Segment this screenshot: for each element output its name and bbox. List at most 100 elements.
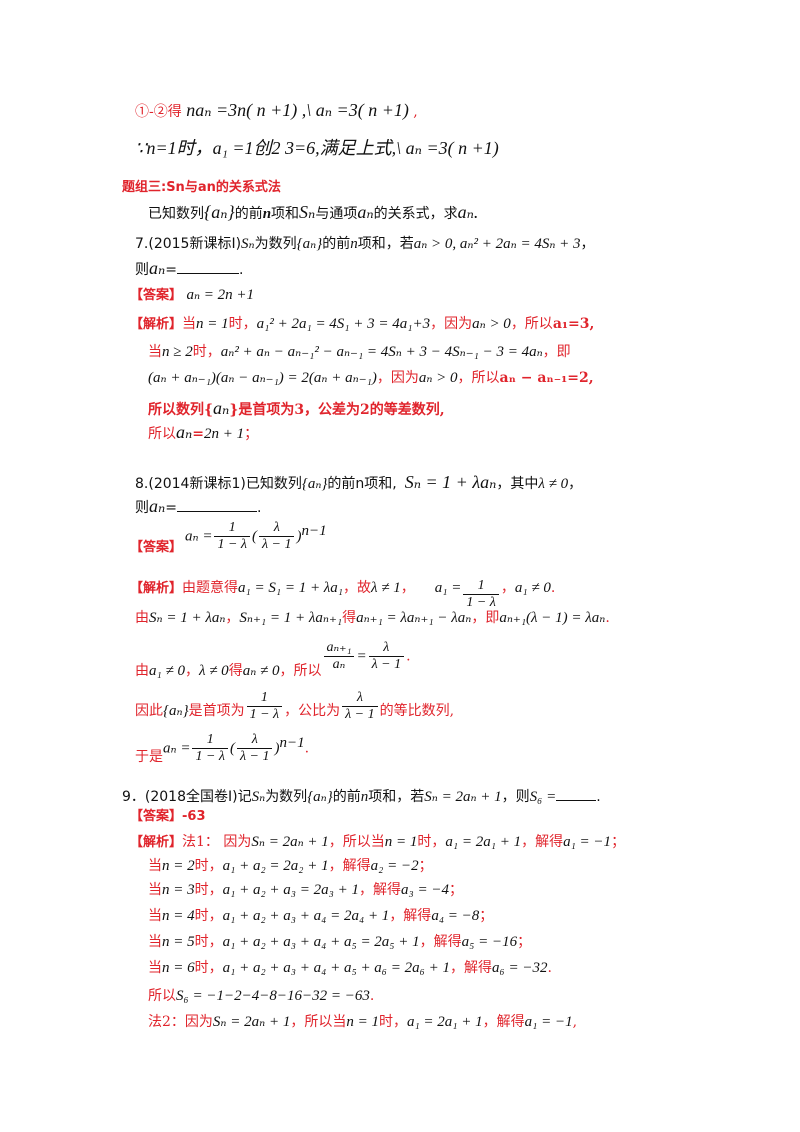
q8-b5-end: . <box>304 740 310 757</box>
q7-mid1: 为数列 <box>254 236 297 252</box>
q8-b1-a: 由题意得 <box>182 580 239 596</box>
q8-eq: = <box>165 500 178 516</box>
q9-m2-res: a₁ = −1 <box>524 1014 573 1030</box>
q8-b4-den-2: λ − 1 <box>345 707 375 722</box>
line-1-label: ①-②得 <box>135 104 182 120</box>
desc-sn: Sₙ <box>299 202 316 222</box>
q9-c0-sn: Sₙ = 2aₙ + 1 <box>251 834 329 850</box>
q9-row-solve: ，解得 <box>419 934 462 950</box>
q7-a2-pre: 当 <box>148 344 162 360</box>
q8-b3-den-2: λ − 1 <box>371 657 402 672</box>
q9-sum: 所以S₆ = −1−2−4−8−16−32 = −63. <box>148 986 374 1006</box>
q8-b4-den: 1 − λ <box>249 707 280 722</box>
q9-m2-eq: a₁ = 2a₁ + 1 <box>406 1014 483 1030</box>
q7-a4-a: 所以数列{ <box>148 402 214 418</box>
q9-row-res: a₅ = −16 <box>461 934 518 950</box>
q9-row-eq: a₁ + a₂ = 2a₂ + 1 <box>222 858 329 874</box>
q9-row-pre: 当 <box>148 882 162 898</box>
q8-blank-line: 则aₙ=. <box>135 496 261 518</box>
q8-b3-num: aₙ₊₁ <box>323 640 355 657</box>
q8-stem: 8.(2014新课标1)已知数列{aₙ}的前n项和, Sₙ = 1 + λaₙ，其… <box>135 472 582 494</box>
q7-analysis-3: (aₙ + aₙ₋₁)(aₙ − aₙ₋₁) = 2(aₙ + aₙ₋₁)，因为… <box>148 368 594 388</box>
q8-b2-an1: aₙ₊₁ = λaₙ₊₁ − λaₙ <box>356 610 472 626</box>
q7-a4-an: aₙ <box>213 398 230 418</box>
q7-condition: aₙ > 0, aₙ² + 2aₙ = 4Sₙ + 3 <box>413 236 581 252</box>
q9-answer-value: -63 <box>182 809 206 824</box>
q8-an: aₙ <box>149 496 166 516</box>
q7-a3-because: ，因为 <box>376 370 419 386</box>
q9-row-n5: 当n = 5时，a₁ + a₂ + a₃ + a₄ + a₅ = 2a₅ + 1… <box>148 932 531 952</box>
q8-ze: 则 <box>135 500 149 516</box>
q9-stem: 9．(2018全国卷Ⅰ)记Sₙ为数列{aₙ}的前n项和，若Sₙ = 2aₙ + … <box>122 786 601 807</box>
q7-prefix: 7.(2015新课标Ⅰ) <box>135 236 242 252</box>
q9-row-n2: 当n = 2时，a₁ + a₂ = 2a₂ + 1，解得a₂ = −2； <box>148 856 433 876</box>
q9-n: n <box>360 789 369 805</box>
q8-b4-num: 1 <box>246 690 283 707</box>
q8-blank <box>177 497 258 512</box>
q9-row-eq: a₁ + a₂ + a₃ = 2a₃ + 1 <box>222 882 359 898</box>
q9-c0-c: ，所以当 <box>328 834 385 850</box>
q7-a4-c: }是首项为3，公差为2的等差数列, <box>229 402 445 418</box>
q7-answer: 【答案】 aₙ = 2n +1 <box>130 285 254 306</box>
q8-ans-den: 1 − λ <box>217 537 247 552</box>
q9-prefix: 9．(2018全国卷Ⅰ)记 <box>122 789 252 805</box>
q9-mid2: 的前 <box>332 789 361 805</box>
q8-b3-c: ， <box>184 662 199 679</box>
q9-mid3: 项和，若 <box>368 789 425 805</box>
q9-row-t: 时， <box>194 934 223 950</box>
q9-row-n3: 当n = 3时，a₁ + a₂ + a₃ = 2a₃ + 1，解得a₃ = −4… <box>148 880 463 900</box>
q8-analysis-4: 因此{aₙ}是首项为 1 1 − λ ，公比为 λ λ − 1 的等比数列, <box>135 690 454 730</box>
q9-m2-c: ，所以当 <box>290 1014 347 1030</box>
q9-c0-e: 时， <box>417 834 446 850</box>
q7-an: aₙ <box>149 258 166 278</box>
q8-answer-tag: 【答案】 <box>130 540 183 555</box>
q8-mid2: ，其中 <box>496 476 539 492</box>
q8-b2-e: 得 <box>342 610 357 626</box>
q7-a2-t: 时， <box>192 344 221 360</box>
q9-row-pre: 当 <box>148 934 162 950</box>
q9-m2-sn: Sₙ = 2aₙ + 1 <box>212 1014 291 1030</box>
q9-m2-e: 时， <box>378 1014 407 1030</box>
q8-analysis-1: 【解析】由题意得a₁ = S₁ = 1 + λa₁，故λ ≠ 1， a₁ = 1 1 … <box>130 578 555 618</box>
q8-mid: 的前n项和, <box>327 476 397 492</box>
q8-ans-num: 1 <box>214 520 250 537</box>
q7-a2-eq: aₙ² + aₙ − aₙ₋₁² − aₙ₋₁ = 4Sₙ + 3 − 4Sₙ₋… <box>220 344 543 360</box>
q9-mid1: 为数列 <box>265 789 308 805</box>
q7-a1-res: a₁=3, <box>552 316 595 332</box>
q8-b4-c: 是首项为 <box>188 702 245 719</box>
q8-b1-c: ，故 <box>343 580 372 596</box>
q9-row-end: ； <box>479 908 494 924</box>
q9-seq: {aₙ} <box>307 789 333 805</box>
q8-b5-den-2: λ − 1 <box>239 749 270 764</box>
q8-b3-num-2: λ <box>368 640 405 657</box>
q9-row-n: n = 2 <box>162 858 195 874</box>
desc-text-g: 与通项 <box>315 206 358 222</box>
q8-b1-e: ， <box>400 580 415 596</box>
q7-seq: {aₙ} <box>296 236 323 252</box>
q8-b1-lam: λ ≠ 1 <box>371 580 401 596</box>
q9-c0-i: ； <box>611 834 626 850</box>
q7-eq: = <box>165 262 178 278</box>
q9-row-pre: 当 <box>148 908 162 924</box>
q8-b1-num: 1 <box>463 578 499 595</box>
q9-row-n: n = 4 <box>162 908 195 924</box>
q9-row-res: a₆ = −32 <box>491 960 548 976</box>
q8-b3-a: 由 <box>135 662 149 679</box>
q7-analysis-1: 【解析】当n = 1时，a₁² + 2a₁ = 4S₁ + 3 = 4a₁+3，… <box>130 314 594 335</box>
q8-b1-g: ， <box>500 580 515 596</box>
q8-b3-g: ，所以 <box>279 662 322 679</box>
q8-b3-lam: λ ≠ 0 <box>198 662 229 679</box>
q9-m2-a: 法2：因为 <box>148 1014 213 1030</box>
q9-sn: Sₙ <box>251 789 266 805</box>
q9-s6: S₆ = <box>529 789 557 805</box>
q7-answer-tag: 【答案】 <box>130 288 183 303</box>
q7-a1-pre: 当 <box>182 316 197 332</box>
q9-row-end: . <box>547 960 552 976</box>
q8-b2-c: ， <box>225 610 240 626</box>
q7-a1-t: 时， <box>228 316 257 332</box>
q9-row-n6: 当n = 6时，a₁ + a₂ + a₃ + a₄ + a₅ + a₆ = 2a… <box>148 958 552 978</box>
